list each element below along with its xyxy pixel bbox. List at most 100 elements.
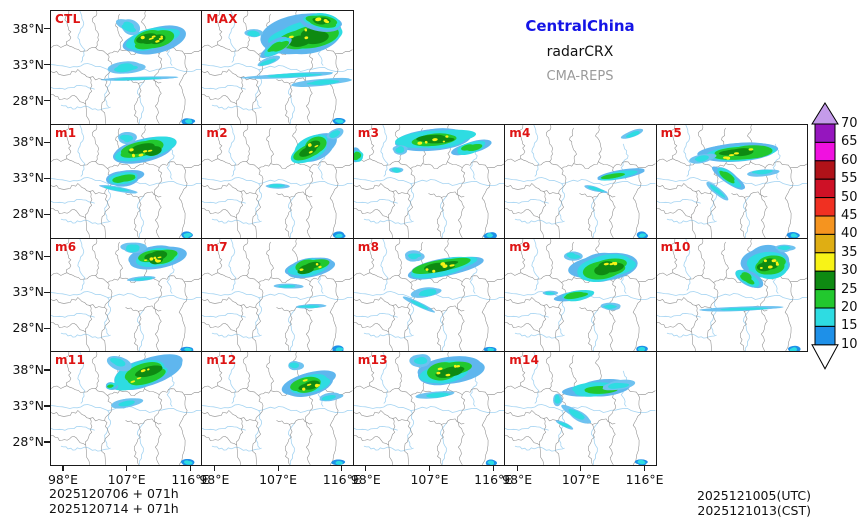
province-border-line [436,424,445,466]
radar-echo [257,55,281,67]
province-border-line [252,395,264,466]
radar-echo [705,181,728,201]
province-border-line [505,182,559,195]
river-line [166,371,175,408]
radar-echo [600,302,621,310]
river-line [288,308,297,352]
river-line [51,84,95,90]
province-border-line [202,410,257,422]
radar-echo [561,405,592,424]
radar-echo [417,356,485,386]
province-border-line [353,296,408,308]
province-border-line [633,167,642,238]
river-line [505,176,656,186]
province-border-line [305,281,314,352]
province-border-line [670,238,677,273]
province-border-line [305,53,314,124]
province-border-line [85,418,93,466]
province-border-line [101,395,113,466]
radar-echo [274,283,305,289]
river-line [742,308,751,352]
radar-echo [265,183,291,189]
river-line [51,198,95,204]
province-border-line [178,53,188,124]
radar-echo [112,136,177,164]
radar-echo [392,145,408,155]
province-border-line [216,11,223,45]
province-border-line [428,418,465,426]
colorbar-segment [814,307,836,327]
river-line [531,238,540,291]
radar-echo [260,36,293,59]
province-border-line [202,207,238,219]
river-line [380,124,389,177]
province-border-line [51,385,120,397]
province-border-line [505,271,574,283]
province-border-line [330,281,339,352]
panel-map [656,238,807,352]
river-line [656,312,701,318]
province-border-line [266,127,275,164]
province-border-line [436,197,445,238]
radar-echo [181,118,196,124]
province-border-line [481,281,491,352]
panel-map [353,352,505,466]
province-border-line [236,77,244,124]
panel-map [505,124,656,238]
province-border-line [394,238,402,276]
lat-tick-label: 33°N [12,170,44,186]
province-border-line [266,355,275,392]
province-border-line [725,161,807,169]
province-border-line [555,168,567,238]
radar-echo [353,147,364,163]
river-line [202,426,247,432]
radar-echo [553,394,563,407]
footer-init-line-2: 2025120714 + 071h [49,501,179,516]
radar-echo [241,71,334,79]
panel-m7: m7 [201,237,354,353]
lat-tick [44,255,50,257]
province-border-line [706,168,718,238]
river-line [202,404,353,414]
panel-label: m14 [509,353,540,368]
river-line [363,332,414,339]
province-border-line [456,281,465,352]
province-border-line [154,281,163,352]
radar-echo [394,127,476,151]
river-line [363,218,414,225]
panel-m13: m13 [352,351,506,467]
province-border-line [353,435,389,446]
river-line [212,332,263,339]
province-border-line [588,424,596,466]
lat-tick [44,28,50,30]
province-border-line [51,93,86,105]
province-border-line [51,321,86,332]
province-border-line [202,271,272,283]
colorbar-tick-label: 30 [841,263,858,279]
river-line [288,81,297,124]
radar-echo [483,346,497,352]
river-line [656,290,807,300]
province-border-line [784,167,793,238]
province-border-line [505,321,541,332]
panel-label: m6 [55,239,77,254]
radar-echo [106,356,132,372]
panel-map [353,238,505,352]
province-border-line [428,305,465,312]
footer-valid-cst: 2025121013(CST) [697,503,811,518]
panel-map [51,124,202,238]
radar-echo [112,354,183,391]
radar-echo [415,391,455,400]
lat-tick [44,369,50,371]
province-border-line [305,167,314,238]
province-border-line [546,124,554,162]
title-model: CMA-REPS [546,69,614,84]
lat-tick-label: 33°N [12,397,44,413]
lon-tick-label: 98°E [502,472,533,488]
colorbar-scale [811,102,839,370]
panel-label: m12 [206,353,237,368]
province-border-line [125,305,162,312]
river-line [531,352,540,405]
lat-tick [44,141,50,143]
province-border-line [690,304,698,352]
